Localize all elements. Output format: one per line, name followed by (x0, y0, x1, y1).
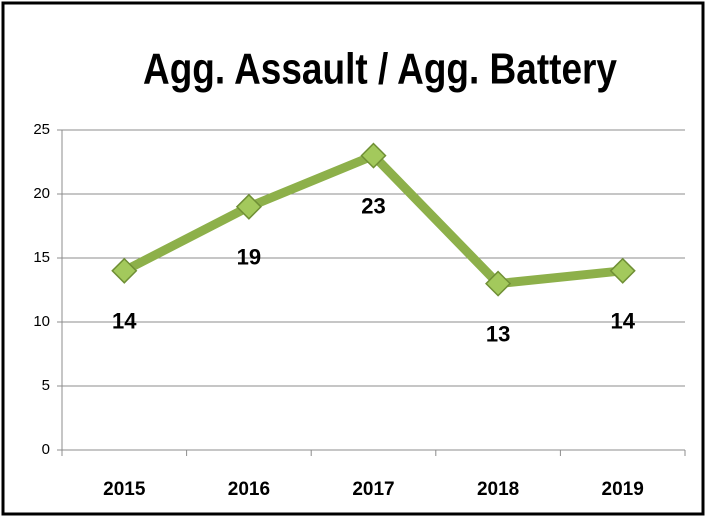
data-label: 13 (486, 321, 510, 346)
data-label: 14 (112, 309, 137, 334)
x-tick-label: 2015 (103, 479, 146, 500)
data-label: 14 (610, 309, 635, 334)
data-label: 19 (237, 245, 261, 270)
marker (111, 257, 138, 284)
y-tick-label: 0 (42, 441, 50, 458)
y-tick-label: 10 (33, 313, 50, 330)
marker (485, 270, 512, 297)
marker (360, 142, 387, 169)
x-tick-label: 2018 (477, 479, 519, 500)
y-tick-label: 25 (33, 121, 50, 138)
y-tick-label: 5 (42, 377, 50, 394)
y-tick-label: 20 (33, 185, 50, 202)
marker (235, 193, 262, 220)
chart-title: Agg. Assault / Agg. Battery (143, 45, 617, 94)
x-tick-label: 2019 (602, 479, 644, 500)
data-label: 23 (361, 193, 385, 218)
marker (609, 257, 636, 284)
x-tick-label: 2017 (352, 479, 394, 500)
y-tick-label: 15 (33, 249, 50, 266)
x-tick-label: 2016 (228, 479, 270, 500)
